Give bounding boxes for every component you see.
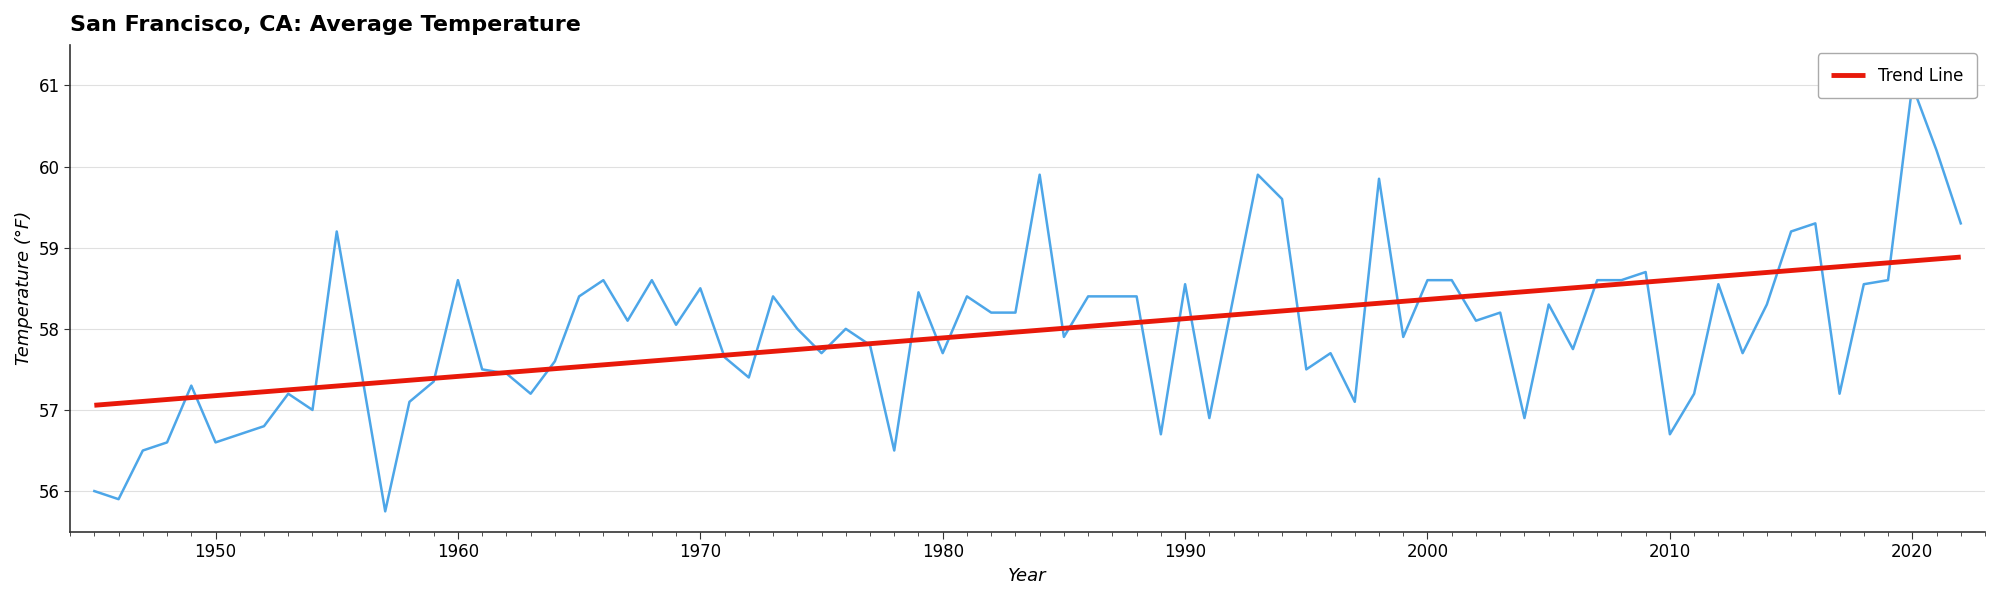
Text: San Francisco, CA: Average Temperature: San Francisco, CA: Average Temperature bbox=[70, 15, 580, 35]
Y-axis label: Temperature (°F): Temperature (°F) bbox=[14, 211, 32, 365]
Legend: Trend Line: Trend Line bbox=[1818, 53, 1976, 98]
X-axis label: Year: Year bbox=[1008, 567, 1046, 585]
